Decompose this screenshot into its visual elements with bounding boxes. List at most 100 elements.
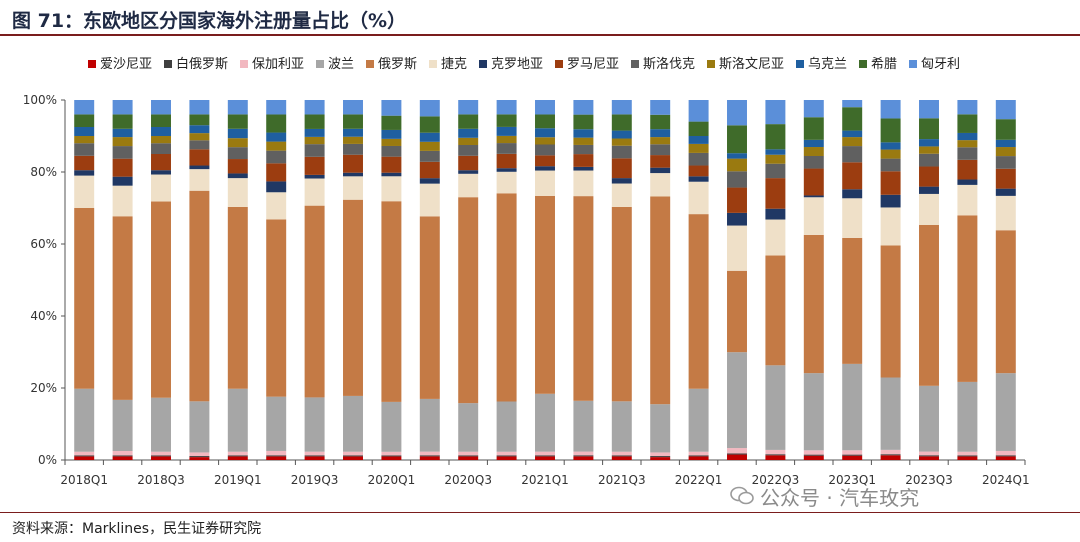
bar-segment: [266, 192, 287, 220]
bar-segment: [151, 154, 171, 171]
bar-segment: [266, 219, 287, 397]
bar-segment: [304, 397, 325, 452]
bar-segment: [842, 130, 863, 138]
bar-segment: [995, 147, 1016, 157]
legend-swatch: [164, 60, 172, 68]
bar-segment: [381, 129, 402, 139]
legend-label: 乌克兰: [808, 56, 847, 72]
bar-segment: [957, 381, 978, 452]
bar-segment: [112, 146, 133, 159]
bar-segment: [151, 174, 171, 202]
bar-segment: [266, 100, 287, 115]
bar-segment: [112, 451, 133, 456]
bar-segment: [419, 456, 440, 460]
y-tick-label: 100%: [23, 93, 57, 107]
bar-segment: [266, 150, 287, 164]
bar-segment: [381, 138, 402, 146]
bar-segment: [573, 400, 594, 452]
bar-segment: [381, 145, 402, 157]
bar-segment: [803, 455, 824, 460]
bar-segment: [419, 183, 440, 217]
bar-segment: [112, 100, 133, 115]
bar-segment: [611, 130, 632, 139]
legend-swatch: [859, 60, 867, 68]
bar-segment: [112, 216, 133, 400]
bar-segment: [266, 132, 287, 142]
bar-segment: [304, 174, 325, 179]
bar-segment: [74, 455, 95, 457]
x-tick-label: 2021Q3: [598, 473, 646, 487]
bar-segment: [727, 100, 747, 126]
bar-segment: [803, 197, 824, 235]
bar-segment: [189, 457, 210, 460]
bar-segment: [765, 365, 786, 450]
bar-segment: [419, 216, 440, 399]
bar-segment: [919, 451, 939, 456]
bar-segment: [842, 146, 863, 163]
bar-segment: [765, 124, 786, 150]
bar-segment: [419, 141, 440, 151]
bar-segment: [650, 144, 671, 156]
bar-segment: [458, 403, 479, 452]
bar-segment: [803, 454, 824, 456]
bar-segment: [343, 395, 363, 452]
bar-segment: [496, 135, 517, 144]
bar-segment: [227, 114, 248, 129]
bar-segment: [535, 195, 555, 394]
bar-segment: [995, 456, 1016, 460]
bar-segment: [880, 245, 901, 378]
bar-segment: [688, 455, 709, 457]
legend-label: 罗马尼亚: [567, 57, 619, 72]
bar-segment: [880, 377, 901, 450]
bar-segment: [112, 456, 133, 460]
bar-segment: [496, 171, 517, 194]
bar-segment: [688, 100, 709, 122]
bar-segment: [151, 136, 171, 144]
bar-segment: [381, 401, 402, 452]
bar-segment: [419, 132, 440, 142]
bar-segment: [304, 178, 325, 206]
bar-segment: [496, 143, 517, 154]
bar-segment: [496, 456, 517, 460]
bar-segment: [151, 397, 171, 452]
bar-segment: [343, 456, 363, 460]
bar-segment: [112, 128, 133, 138]
bar-segment: [842, 137, 863, 147]
bar-segment: [995, 168, 1016, 189]
bar-segment: [842, 198, 863, 238]
bar-segment: [535, 144, 555, 156]
bar-segment: [842, 107, 863, 131]
source-divider: [0, 512, 1080, 513]
legend-label: 白俄罗斯: [176, 56, 228, 72]
bar-segment: [496, 451, 517, 456]
bar-segment: [650, 155, 671, 168]
bar-segment: [573, 166, 594, 171]
bar-segment: [458, 173, 479, 198]
bar-segment: [189, 190, 210, 402]
bar-segment: [803, 147, 824, 156]
bar-segment: [112, 158, 133, 177]
bar-segment: [496, 455, 517, 457]
bar-segment: [343, 451, 363, 456]
bar-segment: [573, 114, 594, 130]
bar-segment: [458, 451, 479, 456]
bar-segment: [957, 455, 978, 457]
bar-segment: [803, 155, 824, 169]
bar-segment: [995, 195, 1016, 231]
legend-swatch: [366, 60, 374, 68]
bar-segment: [343, 100, 363, 115]
bar-segment: [304, 156, 325, 175]
bar-segment: [611, 456, 632, 460]
bar-segment: [919, 166, 939, 187]
bar-segment: [727, 352, 747, 449]
bar-segment: [419, 178, 440, 184]
x-tick-label: 2020Q1: [368, 473, 416, 487]
bar-segment: [919, 100, 939, 119]
bar-segment: [573, 451, 594, 456]
bar-segment: [688, 136, 709, 144]
bar-segment: [919, 224, 939, 386]
bar-segment: [611, 451, 632, 456]
bar-segment: [535, 155, 555, 167]
bar-segment: [266, 455, 287, 457]
bar-segment: [74, 100, 95, 115]
